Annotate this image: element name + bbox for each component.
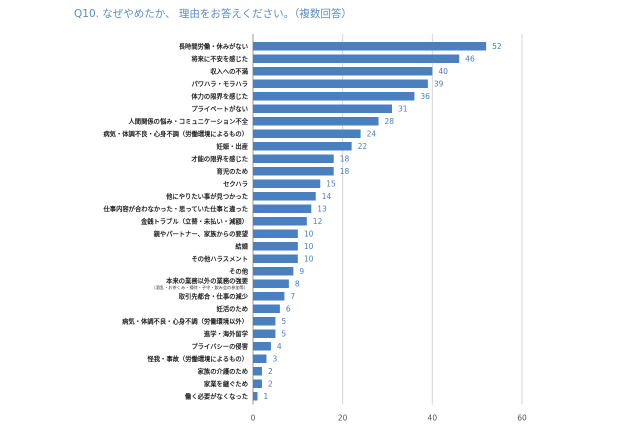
- value-label: 24: [367, 129, 377, 138]
- bar: [253, 129, 361, 138]
- category-label: 本来の業務以外の業務の強要: [165, 276, 249, 285]
- chart-title: Q10. なぜやめたか、 理由をお答えください。（複数回答）: [74, 8, 352, 20]
- bar: [253, 379, 262, 388]
- value-label: 7: [290, 292, 295, 301]
- bar: [253, 217, 307, 226]
- bar: [253, 117, 379, 126]
- value-label: 13: [317, 204, 327, 213]
- category-label: 進学・海外留学: [204, 329, 249, 338]
- bar: [253, 392, 258, 401]
- bar: [253, 229, 298, 238]
- bar: [253, 104, 392, 113]
- bar: [253, 292, 285, 301]
- bar: [253, 242, 298, 251]
- category-label: 金銭トラブル（立替・未払い・減額）: [140, 217, 248, 226]
- bar: [253, 267, 294, 276]
- value-label: 8: [295, 279, 300, 288]
- category-label: セクハラ: [223, 179, 248, 188]
- value-label: 1: [263, 392, 268, 401]
- category-label: 才能の限界を感じた: [191, 154, 248, 163]
- category-label: 妊娠・出産: [217, 142, 248, 151]
- category-label: 仕事内容が合わなかった・思っていた仕事と違った: [102, 204, 248, 213]
- bar: [253, 329, 276, 338]
- category-label: 他にやりたい事が見つかった: [165, 192, 248, 201]
- value-label: 2: [268, 367, 273, 376]
- bar: [253, 354, 267, 363]
- category-label: パワハラ・モラハラ: [191, 79, 248, 88]
- bar: [253, 42, 487, 51]
- bar: [253, 204, 312, 213]
- category-label: 家業を継ぐため: [204, 379, 248, 388]
- x-tick-label: 60: [517, 414, 527, 423]
- category-label: 長時間労働・休みがない: [179, 42, 248, 51]
- category-label: その他ハラスメント: [191, 254, 248, 263]
- category-label: 怪我・事故（労働環境によるもの）: [147, 354, 248, 363]
- value-label: 15: [326, 179, 336, 188]
- value-label: 22: [358, 142, 368, 151]
- category-label: 収入への不満: [210, 67, 248, 76]
- x-tick-label: 20: [338, 414, 348, 423]
- value-label: 3: [272, 354, 277, 363]
- category-label: 体力の限界を感じた: [191, 92, 248, 101]
- bar: [253, 342, 271, 351]
- category-label: 病気・体調不良・心身不調（労働環境によるもの）: [103, 129, 248, 138]
- bar: [253, 317, 276, 326]
- value-label: 10: [304, 229, 314, 238]
- x-tick-label: 40: [428, 414, 438, 423]
- value-label: 18: [340, 167, 350, 176]
- value-label: 40: [438, 67, 448, 76]
- category-label: プライバシーの侵害: [191, 342, 248, 351]
- value-label: 31: [398, 104, 408, 113]
- bar: [253, 254, 298, 263]
- value-label: 52: [492, 42, 502, 51]
- value-label: 5: [281, 329, 286, 338]
- bar: [253, 92, 415, 101]
- bar: [253, 192, 316, 201]
- bar: [253, 304, 280, 313]
- bar: [253, 167, 334, 176]
- bar: [253, 179, 321, 188]
- category-label: 妊活のため: [217, 304, 248, 313]
- category-label: 親やパートナー、家族からの要望: [154, 229, 249, 238]
- category-label: 取引先都合・仕事の減少: [179, 292, 249, 301]
- value-label: 10: [304, 242, 314, 251]
- category-note: （酒乱・お茶くみ・掃除・子守・飲み会の参加等）: [152, 284, 248, 291]
- bar: [253, 154, 334, 163]
- category-label: 病気・体調不良・心身不調（労働環境以外）: [122, 317, 248, 326]
- bar: [253, 67, 433, 76]
- bar: [253, 79, 428, 88]
- value-label: 4: [277, 342, 282, 351]
- bar: [253, 279, 289, 288]
- value-label: 10: [304, 254, 314, 263]
- bar: [253, 54, 460, 63]
- value-label: 12: [313, 217, 323, 226]
- value-label: 14: [322, 192, 332, 201]
- category-label: 育児のため: [217, 167, 248, 176]
- category-label: 家族の介護のため: [198, 367, 248, 376]
- bar: [253, 142, 352, 151]
- category-label: プライベートがない: [191, 104, 248, 113]
- value-label: 5: [281, 317, 286, 326]
- category-label: その他: [229, 267, 249, 276]
- value-label: 36: [420, 92, 430, 101]
- category-label: 結婚: [235, 242, 248, 251]
- category-label: 働く必要がなくなった: [184, 392, 248, 401]
- value-label: 18: [340, 154, 350, 163]
- value-label: 46: [465, 54, 475, 63]
- value-label: 2: [268, 379, 273, 388]
- category-label: 人間関係の悩み・コミュニケーション不全: [128, 117, 248, 126]
- value-label: 28: [385, 117, 395, 126]
- value-label: 6: [286, 304, 291, 313]
- x-tick-label: 0: [251, 414, 256, 423]
- value-label: 39: [434, 79, 444, 88]
- category-label: 将来に不安を感じた: [191, 54, 248, 63]
- bar: [253, 367, 262, 376]
- value-label: 9: [299, 267, 304, 276]
